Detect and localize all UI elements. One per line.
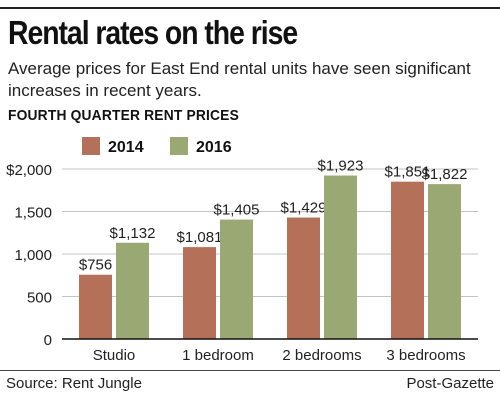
legend-label-2014: 2014 xyxy=(108,139,144,156)
chart-legend: 2014 2016 xyxy=(82,137,232,156)
legend-label-2016: 2016 xyxy=(196,139,232,156)
bar-value-label: $1,822 xyxy=(422,166,468,183)
bar-value-label: $1,429 xyxy=(281,200,327,217)
legend-swatch-2014 xyxy=(82,137,100,155)
x-axis: Studio 1 bedroom 2 bedrooms 3 bedrooms xyxy=(62,339,478,364)
x-tick-label: 3 bedrooms xyxy=(386,347,465,364)
bar-value-label: $1,405 xyxy=(214,202,260,219)
chart-bars: $756$1,132 $1,081$1,405 $1,429$1,923 $1,851… xyxy=(79,158,468,339)
y-axis: 0 500 1,000 1,500 $2,000 xyxy=(6,162,52,349)
x-tick-label: 2 bedrooms xyxy=(282,347,361,364)
bar-value-label: $1,132 xyxy=(110,225,156,242)
bar-2014-2 xyxy=(183,247,216,339)
bar-2016-2 xyxy=(220,220,253,339)
bottom-rule xyxy=(0,370,500,371)
bar-2016-1 xyxy=(116,243,149,339)
bar-2014-1 xyxy=(79,275,112,339)
credit-line: Post-Gazette xyxy=(406,375,494,392)
y-tick-label: 500 xyxy=(27,290,52,307)
x-tick-label: Studio xyxy=(93,347,136,364)
bar-value-label: $1,081 xyxy=(177,229,223,246)
y-tick-label: 0 xyxy=(44,332,52,349)
bar-2014-3 xyxy=(287,218,320,339)
bar-value-label: $756 xyxy=(79,257,112,274)
y-tick-label: 1,500 xyxy=(14,205,52,222)
bar-2016-3 xyxy=(324,176,357,339)
bar-2014-4 xyxy=(391,182,424,339)
bar-chart: 2014 2016 0 500 1,000 1,500 $2,000 $756 $1,132… xyxy=(0,0,500,370)
source-note: Source: Rent Jungle xyxy=(6,375,142,392)
x-tick-label: 1 bedroom xyxy=(182,347,254,364)
legend-swatch-2016 xyxy=(170,137,188,155)
y-tick-label: 1,000 xyxy=(14,247,52,264)
bar-value-label: $1,923 xyxy=(318,158,364,175)
bar-2016-4 xyxy=(428,184,461,339)
y-tick-label: $2,000 xyxy=(6,162,52,179)
